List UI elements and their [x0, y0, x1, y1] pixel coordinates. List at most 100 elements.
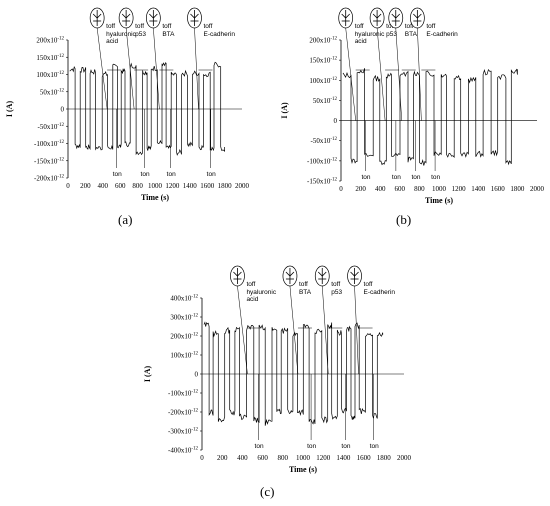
x-axis-label: Time (s): [289, 465, 317, 474]
molecule-label: hyaluronic: [246, 289, 276, 296]
toff-label: toff: [135, 23, 144, 30]
x-tick-label: 400: [237, 454, 248, 462]
toff-label: toff: [405, 23, 414, 30]
molecule-label: hyaluronic: [355, 31, 385, 38]
x-tick-label: 1200: [316, 454, 331, 462]
ton-label: ton: [411, 174, 420, 181]
x-tick-label: 1000: [296, 454, 311, 462]
y-axis-label: I (A): [280, 102, 289, 119]
x-tick-label: 800: [132, 182, 143, 190]
y-axis-label: I (A): [143, 366, 152, 383]
x-tick-label: 0: [66, 182, 70, 190]
y-tick-label: -100x10-12: [168, 390, 199, 398]
x-tick-label: 800: [414, 185, 425, 193]
y-tick-label: 100x10-12: [36, 71, 64, 79]
panel-label-b: (b): [396, 212, 412, 227]
y-tick-label: 200x10-12: [36, 37, 64, 45]
annotation-pointer: [96, 27, 108, 110]
annotation-pointer: [345, 27, 356, 121]
x-tick-label: 0: [339, 185, 343, 193]
x-tick-label: 1000: [432, 185, 447, 193]
molecule-label: BTA: [162, 31, 175, 38]
x-tick-label: 600: [395, 185, 406, 193]
y-tick-label: -300x10-12: [168, 428, 199, 436]
y-tick-label: 400x10-12: [170, 295, 198, 303]
x-tick-label: 800: [278, 454, 289, 462]
ton-label: ton: [392, 174, 401, 181]
toff-label: toff: [355, 23, 364, 30]
ton-label: ton: [207, 171, 216, 178]
x-tick-label: 1800: [510, 185, 525, 193]
ton-label: ton: [431, 174, 440, 181]
molecule-icon-arrow: [372, 13, 382, 19]
annotation-pointer: [289, 285, 299, 375]
x-tick-label: 1600: [491, 185, 506, 193]
molecule-label: hyaluronic: [106, 31, 136, 38]
ton-label: ton: [255, 443, 264, 450]
y-tick-label: -50x10-12: [37, 123, 64, 131]
toff-label: toff: [246, 281, 255, 288]
chart-panel-b: 200x10-12 150x10-12 100x10-12 50x10-12 0 -50x…: [280, 7, 545, 205]
molecule-label: p53: [331, 289, 342, 296]
ton-label: ton: [167, 171, 176, 178]
molecule-icon-arrow: [317, 271, 327, 277]
ton-label: ton: [307, 443, 316, 450]
x-tick-label: 1600: [357, 454, 372, 462]
x-axis-label: Time (s): [425, 196, 453, 205]
y-tick-label: 150x10-12: [309, 57, 337, 65]
molecule-icon-arrow: [285, 271, 295, 277]
chart-panel-a: 200x10-12 150x10-12 100x10-12 50x10-12 0 -50x…: [5, 7, 250, 202]
x-tick-label: 200: [355, 185, 366, 193]
panel-label-c: (c): [260, 484, 275, 499]
toff-label: toff: [426, 23, 435, 30]
current-trace: [69, 61, 225, 156]
x-tick-label: 400: [375, 185, 386, 193]
x-tick-label: 600: [115, 182, 126, 190]
x-tick-label: 1200: [452, 185, 467, 193]
y-tick-label: 0: [195, 371, 199, 379]
ton-label: ton: [362, 174, 371, 181]
panel-label-a: (a): [118, 212, 133, 227]
molecule-label: BTA: [299, 289, 312, 296]
x-tick-label: 200: [80, 182, 91, 190]
x-tick-label: 2000: [530, 185, 545, 193]
y-tick-label: -100x10-12: [307, 157, 338, 165]
y-tick-label: -400x10-12: [168, 447, 199, 455]
annotation-pointer: [125, 27, 135, 110]
y-tick-label: -200x10-12: [34, 175, 65, 183]
x-tick-label: 1600: [200, 182, 215, 190]
annotation-pointer: [194, 27, 199, 110]
y-tick-label: 50x10-12: [40, 88, 65, 96]
x-tick-label: 400: [98, 182, 109, 190]
x-tick-label: 0: [200, 454, 204, 462]
molecule-label: p53: [135, 31, 146, 38]
annotation-pointer: [354, 285, 359, 375]
y-tick-label: 150x10-12: [36, 54, 64, 62]
annotation-pointer: [417, 27, 422, 121]
toff-label: toff: [299, 281, 308, 288]
molecule-label: E-cadherin: [204, 31, 236, 38]
x-tick-label: 200: [217, 454, 228, 462]
molecule-icon-arrow: [341, 13, 350, 19]
toff-label: toff: [386, 23, 395, 30]
molecule-icon-arrow: [190, 13, 199, 19]
y-tick-label: 100x10-12: [170, 352, 198, 360]
molecule-icon-arrow: [121, 13, 131, 19]
y-tick-label: -100x10-12: [34, 140, 65, 148]
ton-label: ton: [370, 443, 379, 450]
y-tick-label: -200x10-12: [168, 409, 199, 417]
molecule-icon-arrow: [149, 13, 158, 19]
molecule-label: p53: [386, 31, 397, 38]
ton-label: ton: [141, 171, 150, 178]
ton-label: ton: [113, 171, 122, 178]
x-tick-label: 1400: [183, 182, 198, 190]
toff-label: toff: [162, 23, 171, 30]
annotation-pointer: [395, 27, 403, 121]
molecule-label: acid: [355, 38, 367, 45]
annotation-pointer: [153, 27, 160, 110]
x-tick-label: 1800: [218, 182, 233, 190]
x-tick-label: 1400: [471, 185, 486, 193]
molecule-icon-arrow: [92, 13, 102, 19]
chart-panel-c: 400x10-12 300x10-12 200x10-12 100x10-12 0 -10…: [143, 265, 412, 474]
toff-label: toff: [204, 23, 213, 30]
